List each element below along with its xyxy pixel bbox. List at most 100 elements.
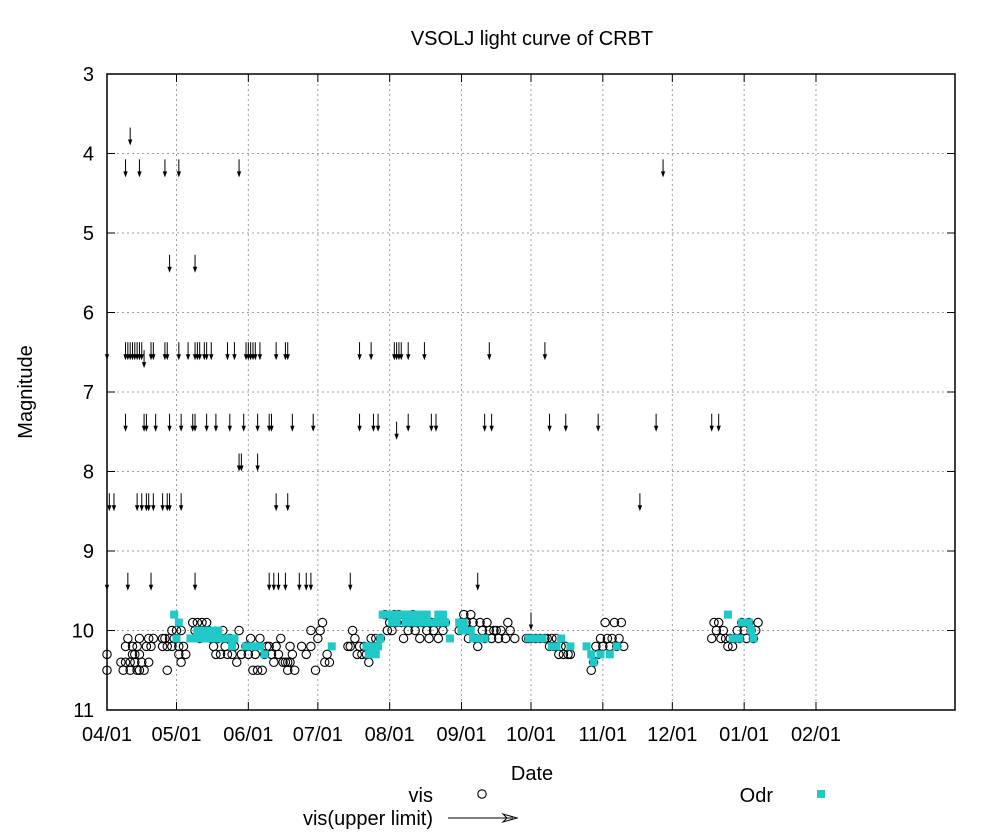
odr-point bbox=[538, 634, 547, 643]
upper-limit-arrow bbox=[139, 493, 144, 512]
upper-limit-head bbox=[709, 425, 714, 432]
upper-limit-arrow bbox=[255, 453, 260, 472]
upper-limit-head bbox=[204, 354, 209, 361]
upper-limit-arrow bbox=[637, 493, 643, 512]
vis-point bbox=[503, 617, 513, 628]
upper-limit-head bbox=[111, 505, 117, 512]
odr-point bbox=[427, 618, 436, 627]
vis-point bbox=[134, 633, 145, 644]
upper-limit-head bbox=[348, 584, 353, 591]
vis-point bbox=[489, 625, 499, 636]
odr-point bbox=[260, 650, 269, 659]
upper-limit-head bbox=[176, 354, 182, 361]
x-tick-label: 07/01 bbox=[293, 724, 343, 746]
vis-point bbox=[609, 617, 620, 628]
upper-limit-head bbox=[151, 354, 156, 361]
upper-limit-arrow bbox=[127, 127, 133, 146]
odr-point bbox=[476, 634, 485, 643]
plot-frame bbox=[106, 73, 956, 711]
x-tick-label: 02/01 bbox=[791, 724, 841, 746]
upper-limit-head bbox=[273, 505, 279, 512]
upper-limit-arrow bbox=[209, 342, 214, 361]
upper-limit-head bbox=[227, 425, 232, 432]
upper-limit-head bbox=[637, 505, 643, 512]
odr-point bbox=[214, 626, 223, 635]
upper-limit-head bbox=[137, 171, 142, 178]
vis-point bbox=[181, 649, 191, 660]
vis-point bbox=[285, 641, 295, 652]
odr-point bbox=[376, 634, 385, 643]
odr-point bbox=[246, 642, 255, 651]
upper-limit-head bbox=[308, 584, 314, 591]
upper-limit-arrow bbox=[273, 493, 279, 512]
vis-point bbox=[269, 657, 279, 668]
upper-limit-arrow bbox=[192, 254, 198, 273]
x-tick-label: 06/01 bbox=[223, 724, 273, 746]
vis-point bbox=[500, 633, 511, 644]
upper-limit-arrow bbox=[266, 572, 272, 591]
upper-limit-arrow bbox=[276, 572, 281, 591]
upper-limit-arrow bbox=[653, 413, 659, 432]
upper-limit-head bbox=[660, 171, 666, 178]
vis-point bbox=[222, 649, 233, 660]
vis-point bbox=[586, 665, 596, 675]
upper-limit-head bbox=[153, 425, 158, 432]
upper-limit-arrow bbox=[271, 572, 277, 591]
odr-point bbox=[411, 610, 420, 619]
upper-limit-arrow bbox=[204, 413, 209, 432]
upper-limit-head bbox=[185, 354, 191, 361]
y-tick-label: 8 bbox=[83, 462, 94, 484]
upper-limit-arrow bbox=[542, 342, 548, 361]
vis-point bbox=[245, 633, 256, 644]
upper-limit-arrow bbox=[269, 413, 274, 432]
vis-point bbox=[162, 665, 172, 675]
y-tick-label: 10 bbox=[72, 621, 94, 643]
upper-limit-head bbox=[123, 171, 128, 178]
legend-label-upper: vis(upper limit) bbox=[303, 808, 433, 830]
vis-point bbox=[234, 625, 244, 636]
odr-point bbox=[327, 642, 336, 651]
upper-limit-head bbox=[176, 171, 182, 178]
upper-limit-arrow bbox=[111, 493, 117, 512]
odr-point bbox=[432, 618, 441, 627]
upper-limit-arrow bbox=[162, 159, 168, 178]
upper-limit-head bbox=[653, 425, 659, 432]
vis-point bbox=[310, 665, 321, 675]
odr-point bbox=[469, 634, 478, 643]
upper-limit-arrow bbox=[146, 493, 151, 512]
vis-point bbox=[322, 649, 332, 660]
upper-limit-arrow bbox=[482, 413, 487, 432]
upper-limit-arrow bbox=[123, 413, 128, 432]
upper-limit-arrow bbox=[547, 413, 552, 432]
vis-point bbox=[282, 657, 293, 668]
vis-point bbox=[176, 657, 186, 668]
upper-limit-head bbox=[127, 139, 133, 146]
odr-point bbox=[230, 634, 239, 643]
odr-point bbox=[612, 642, 621, 651]
upper-limit-head bbox=[134, 505, 140, 512]
odr-point bbox=[441, 618, 450, 627]
upper-limit-head bbox=[406, 354, 411, 361]
odr-point bbox=[462, 626, 471, 635]
legend-arrowhead-upper bbox=[501, 812, 519, 824]
upper-limit-head bbox=[304, 584, 309, 591]
upper-limit-arrow bbox=[176, 342, 182, 361]
upper-limit-arrow bbox=[304, 572, 309, 591]
upper-limit-head bbox=[192, 266, 198, 273]
y-tick-label: 7 bbox=[83, 382, 94, 404]
y-axis-label: Magnitude bbox=[15, 345, 37, 438]
odr-point bbox=[436, 618, 445, 627]
upper-limit-head bbox=[225, 354, 230, 361]
upper-limit-arrow bbox=[429, 413, 434, 432]
upper-limit-head bbox=[257, 354, 263, 361]
odr-point bbox=[225, 634, 234, 643]
vis-point bbox=[510, 633, 520, 644]
vis-point bbox=[278, 657, 288, 668]
upper-limit-head bbox=[213, 425, 219, 432]
odr-point bbox=[200, 626, 209, 635]
x-tick-label: 10/01 bbox=[506, 724, 556, 746]
upper-limit-head bbox=[273, 354, 279, 361]
upper-limit-arrow bbox=[595, 413, 601, 432]
upper-limit-head bbox=[232, 354, 237, 361]
